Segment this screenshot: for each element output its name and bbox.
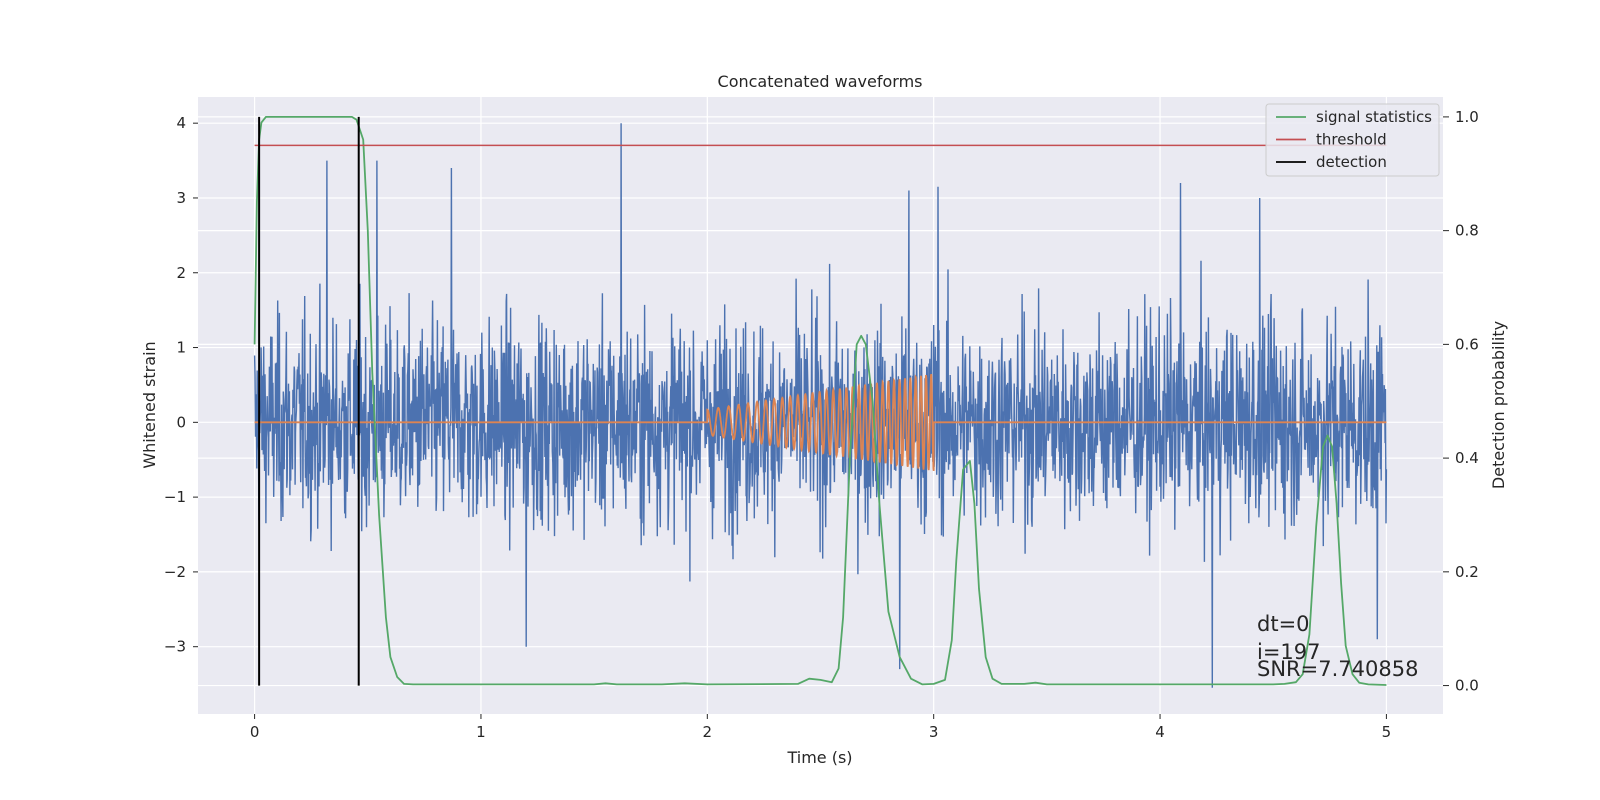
annotation-snr: SNR=7.740858 <box>1257 657 1418 681</box>
legend-label: detection <box>1316 153 1387 171</box>
y2-tick-label: 0.4 <box>1455 449 1479 467</box>
legend-box <box>1265 103 1440 177</box>
x-tick-label: 4 <box>1155 723 1165 741</box>
legend-label: signal statistics <box>1316 108 1432 126</box>
signal-statistics-line <box>253 116 1387 686</box>
y2-axis-label: Detection probability <box>1489 321 1508 489</box>
x-tick-label: 2 <box>703 723 713 741</box>
legend-label: threshold <box>1316 131 1387 149</box>
x-tick-label: 3 <box>929 723 939 741</box>
signal-statistics-series <box>253 116 1387 686</box>
y-tick-label: −2 <box>164 563 186 581</box>
x-axis-label: Time (s) <box>786 748 852 767</box>
annotation-index: i=197 <box>1257 640 1321 664</box>
injection-series <box>254 373 1387 472</box>
y2-tick-label: 1.0 <box>1455 108 1479 126</box>
y2-tick-label: 0.6 <box>1455 335 1479 353</box>
y-axis-label: Whitened strain <box>140 341 159 468</box>
annotation: dt=0 i=197 SNR=7.740858 <box>1257 612 1418 681</box>
chart-title: Concatenated waveforms <box>718 72 923 91</box>
y2-tick-label: 0.0 <box>1455 677 1479 695</box>
y2-tick-label: 0.8 <box>1455 222 1479 240</box>
x-tick-label: 5 <box>1382 723 1392 741</box>
x-tick-label: 0 <box>250 723 260 741</box>
legend: signal statistics threshold detection <box>1265 103 1440 177</box>
y-tick-label: 4 <box>176 114 186 132</box>
axes: 0 1 2 3 4 5 4 3 2 1 0 −1 −2 −3 1.0 0.8 0.6 0.4 0.2 0.0 <box>164 108 1479 741</box>
injection-line <box>254 373 1387 472</box>
y-tick-label: 2 <box>176 264 186 282</box>
y2-tick-label: 0.2 <box>1455 563 1479 581</box>
strain-line <box>253 123 1388 688</box>
y-tick-label: −1 <box>164 488 186 506</box>
y-tick-label: 0 <box>176 413 186 431</box>
y-tick-label: −3 <box>164 638 186 656</box>
y-tick-label: 3 <box>176 189 186 207</box>
y-tick-label: 1 <box>176 339 186 357</box>
annotation-dt: dt=0 <box>1257 612 1310 636</box>
x-tick-label: 1 <box>476 723 486 741</box>
strain-series <box>253 123 1388 688</box>
detection-series <box>258 116 360 686</box>
